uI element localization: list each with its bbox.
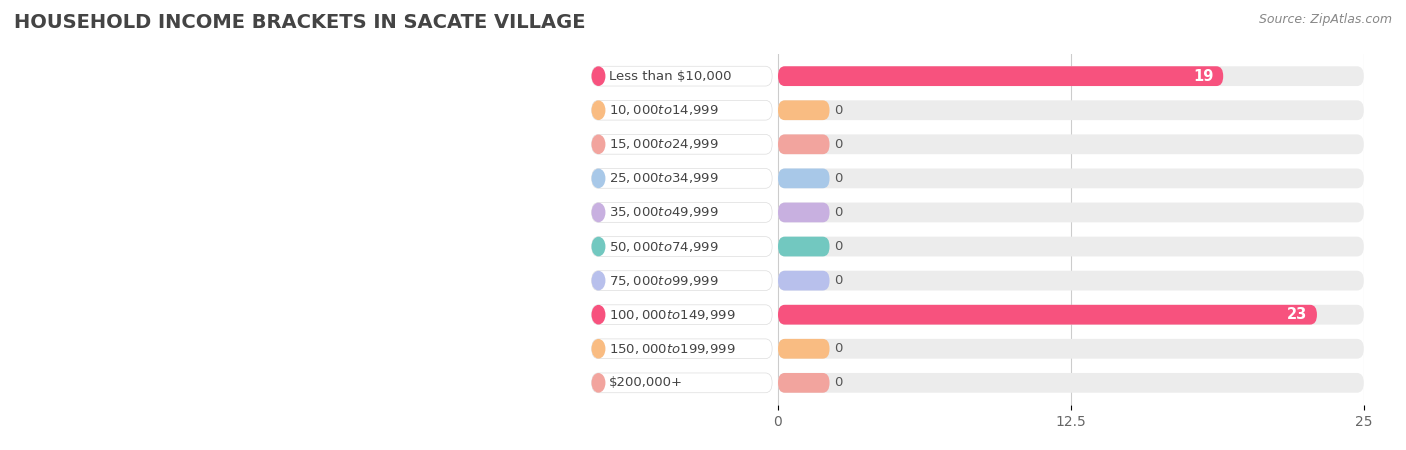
Text: $10,000 to $14,999: $10,000 to $14,999 bbox=[609, 103, 718, 117]
FancyBboxPatch shape bbox=[592, 168, 772, 188]
FancyBboxPatch shape bbox=[778, 202, 830, 222]
Circle shape bbox=[592, 135, 605, 153]
FancyBboxPatch shape bbox=[778, 305, 1364, 324]
FancyBboxPatch shape bbox=[778, 373, 1364, 393]
FancyBboxPatch shape bbox=[778, 66, 1364, 86]
FancyBboxPatch shape bbox=[592, 271, 772, 291]
Text: 0: 0 bbox=[834, 274, 842, 287]
FancyBboxPatch shape bbox=[592, 237, 772, 256]
FancyBboxPatch shape bbox=[778, 135, 830, 154]
FancyBboxPatch shape bbox=[592, 66, 772, 86]
Text: 0: 0 bbox=[834, 138, 842, 151]
Text: $150,000 to $199,999: $150,000 to $199,999 bbox=[609, 342, 735, 356]
Text: 0: 0 bbox=[834, 172, 842, 185]
Text: 0: 0 bbox=[834, 206, 842, 219]
Circle shape bbox=[592, 238, 605, 256]
Text: 0: 0 bbox=[834, 104, 842, 117]
FancyBboxPatch shape bbox=[778, 373, 830, 393]
Text: 23: 23 bbox=[1288, 307, 1308, 322]
FancyBboxPatch shape bbox=[778, 168, 1364, 188]
FancyBboxPatch shape bbox=[778, 237, 1364, 256]
FancyBboxPatch shape bbox=[592, 100, 772, 120]
FancyBboxPatch shape bbox=[592, 135, 772, 154]
Text: $35,000 to $49,999: $35,000 to $49,999 bbox=[609, 206, 718, 220]
FancyBboxPatch shape bbox=[778, 271, 1364, 291]
FancyBboxPatch shape bbox=[778, 66, 1223, 86]
Circle shape bbox=[592, 101, 605, 119]
FancyBboxPatch shape bbox=[778, 100, 1364, 120]
FancyBboxPatch shape bbox=[778, 100, 830, 120]
Circle shape bbox=[592, 203, 605, 221]
FancyBboxPatch shape bbox=[592, 305, 772, 324]
Text: $15,000 to $24,999: $15,000 to $24,999 bbox=[609, 137, 718, 151]
FancyBboxPatch shape bbox=[778, 202, 1364, 222]
FancyBboxPatch shape bbox=[778, 339, 1364, 359]
Text: Less than $10,000: Less than $10,000 bbox=[609, 70, 731, 83]
Circle shape bbox=[592, 271, 605, 290]
Text: $50,000 to $74,999: $50,000 to $74,999 bbox=[609, 239, 718, 253]
Circle shape bbox=[592, 306, 605, 324]
Text: 0: 0 bbox=[834, 342, 842, 355]
Text: Source: ZipAtlas.com: Source: ZipAtlas.com bbox=[1258, 14, 1392, 27]
FancyBboxPatch shape bbox=[778, 271, 830, 291]
FancyBboxPatch shape bbox=[778, 339, 830, 359]
Text: $75,000 to $99,999: $75,000 to $99,999 bbox=[609, 274, 718, 288]
Text: HOUSEHOLD INCOME BRACKETS IN SACATE VILLAGE: HOUSEHOLD INCOME BRACKETS IN SACATE VILL… bbox=[14, 14, 585, 32]
FancyBboxPatch shape bbox=[778, 237, 830, 256]
FancyBboxPatch shape bbox=[778, 305, 1317, 324]
Text: $100,000 to $149,999: $100,000 to $149,999 bbox=[609, 308, 735, 322]
FancyBboxPatch shape bbox=[592, 202, 772, 222]
FancyBboxPatch shape bbox=[592, 339, 772, 359]
Text: 0: 0 bbox=[834, 240, 842, 253]
Circle shape bbox=[592, 67, 605, 85]
FancyBboxPatch shape bbox=[592, 373, 772, 393]
Text: $200,000+: $200,000+ bbox=[609, 376, 683, 389]
Text: $25,000 to $34,999: $25,000 to $34,999 bbox=[609, 171, 718, 185]
Circle shape bbox=[592, 340, 605, 358]
FancyBboxPatch shape bbox=[778, 135, 1364, 154]
FancyBboxPatch shape bbox=[778, 168, 830, 188]
Text: 0: 0 bbox=[834, 376, 842, 389]
Circle shape bbox=[592, 169, 605, 188]
Text: 19: 19 bbox=[1194, 69, 1213, 84]
Circle shape bbox=[592, 374, 605, 392]
